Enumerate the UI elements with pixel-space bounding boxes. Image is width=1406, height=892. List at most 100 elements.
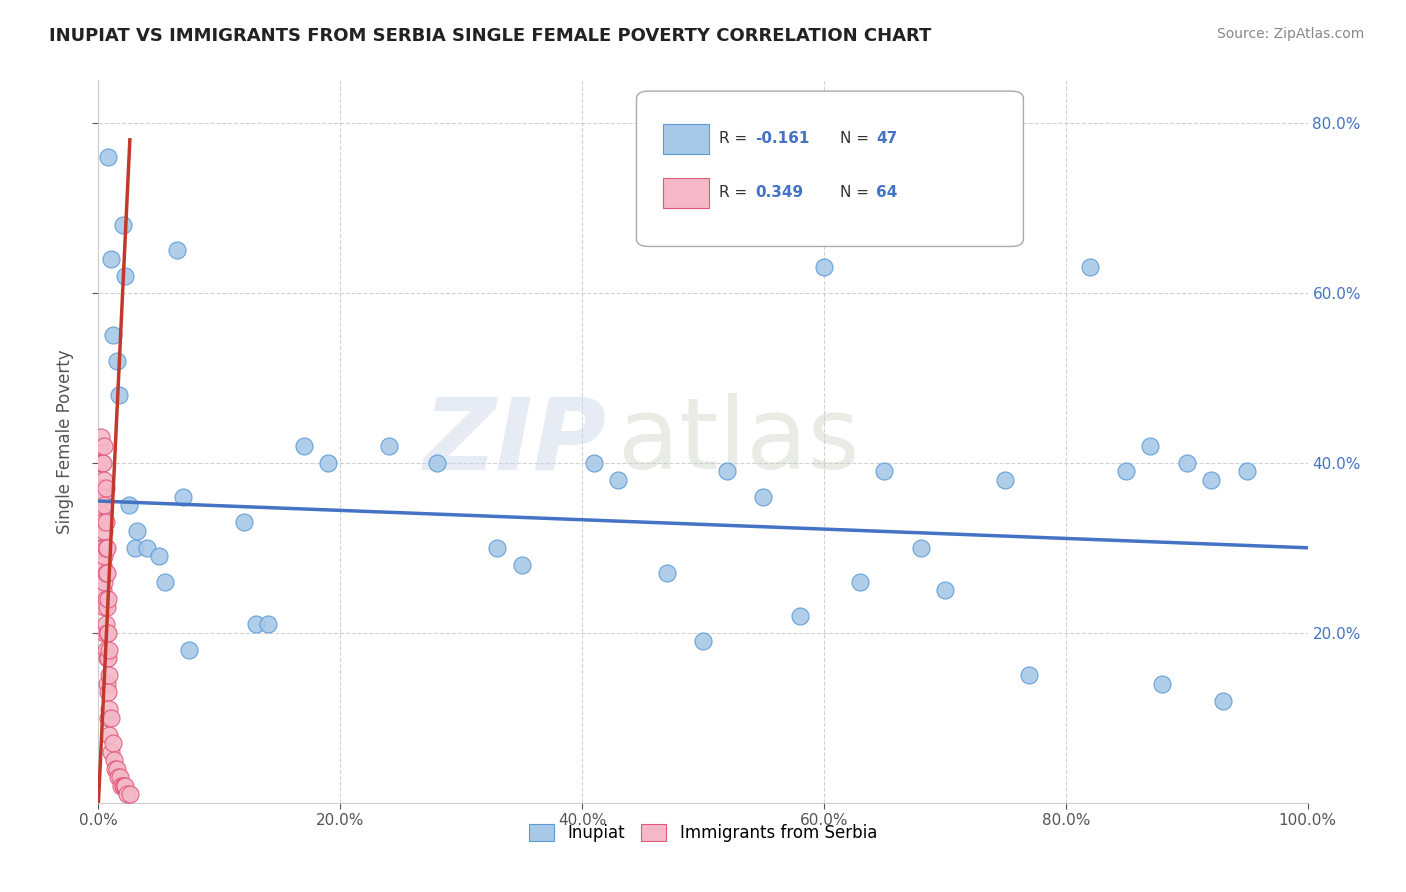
- Point: [655, 566, 678, 581]
- Point: [94, 481, 117, 495]
- Point: [98, 728, 121, 742]
- Point: [910, 541, 932, 555]
- Point: [100, 252, 122, 266]
- Point: [91, 541, 114, 555]
- Point: [256, 617, 278, 632]
- Point: [316, 456, 339, 470]
- Point: [105, 353, 128, 368]
- Point: [111, 218, 134, 232]
- Point: [179, 642, 201, 657]
- Point: [292, 439, 315, 453]
- Text: N =: N =: [839, 185, 873, 200]
- Point: [91, 558, 114, 572]
- Point: [114, 268, 136, 283]
- Point: [94, 541, 117, 555]
- Point: [93, 473, 115, 487]
- Point: [111, 779, 134, 793]
- Point: [101, 736, 124, 750]
- Point: [148, 549, 170, 564]
- Point: [873, 464, 896, 478]
- FancyBboxPatch shape: [637, 91, 1024, 246]
- Point: [172, 490, 194, 504]
- Y-axis label: Single Female Poverty: Single Female Poverty: [56, 350, 75, 533]
- Point: [104, 762, 127, 776]
- Point: [96, 600, 118, 615]
- Point: [97, 651, 120, 665]
- Point: [1212, 694, 1234, 708]
- Point: [135, 541, 157, 555]
- Point: [91, 516, 114, 530]
- Point: [89, 516, 111, 530]
- Point: [91, 456, 114, 470]
- Text: atlas: atlas: [619, 393, 860, 490]
- FancyBboxPatch shape: [664, 124, 709, 154]
- Point: [114, 779, 136, 793]
- Point: [90, 507, 112, 521]
- Point: [1139, 439, 1161, 453]
- Point: [377, 439, 399, 453]
- Point: [89, 439, 111, 453]
- Point: [91, 490, 114, 504]
- Point: [583, 456, 606, 470]
- Point: [93, 600, 115, 615]
- Point: [89, 481, 111, 495]
- Point: [98, 702, 121, 716]
- Point: [97, 625, 120, 640]
- Point: [93, 439, 115, 453]
- Point: [103, 753, 125, 767]
- Point: [486, 541, 509, 555]
- Point: [100, 745, 122, 759]
- Text: N =: N =: [839, 130, 873, 145]
- Point: [96, 566, 118, 581]
- Point: [100, 711, 122, 725]
- Point: [1199, 473, 1222, 487]
- Point: [153, 574, 176, 589]
- Point: [90, 430, 112, 444]
- Point: [93, 549, 115, 564]
- Point: [97, 591, 120, 606]
- Point: [692, 634, 714, 648]
- Point: [117, 787, 139, 801]
- Point: [94, 642, 117, 657]
- Legend: Inupiat, Immigrants from Serbia: Inupiat, Immigrants from Serbia: [522, 817, 884, 848]
- Point: [110, 779, 132, 793]
- FancyBboxPatch shape: [664, 178, 709, 208]
- Point: [94, 617, 117, 632]
- Point: [91, 481, 114, 495]
- Point: [91, 541, 114, 555]
- Point: [97, 711, 120, 725]
- Text: R =: R =: [718, 185, 752, 200]
- Point: [96, 677, 118, 691]
- Point: [98, 668, 121, 682]
- Point: [91, 583, 114, 598]
- Point: [166, 244, 188, 258]
- Point: [91, 558, 114, 572]
- Point: [93, 498, 115, 512]
- Point: [94, 566, 117, 581]
- Point: [97, 685, 120, 699]
- Point: [426, 456, 449, 470]
- Point: [90, 541, 112, 555]
- Point: [108, 388, 131, 402]
- Text: Source: ZipAtlas.com: Source: ZipAtlas.com: [1216, 27, 1364, 41]
- Point: [96, 651, 118, 665]
- Point: [107, 770, 129, 784]
- Point: [93, 524, 115, 538]
- Point: [112, 779, 135, 793]
- Point: [93, 574, 115, 589]
- Text: INUPIAT VS IMMIGRANTS FROM SERBIA SINGLE FEMALE POVERTY CORRELATION CHART: INUPIAT VS IMMIGRANTS FROM SERBIA SINGLE…: [49, 27, 932, 45]
- Point: [1236, 464, 1258, 478]
- Text: 0.349: 0.349: [755, 185, 803, 200]
- Point: [105, 762, 128, 776]
- Point: [607, 473, 630, 487]
- Point: [1175, 456, 1198, 470]
- Point: [97, 150, 120, 164]
- Point: [752, 490, 775, 504]
- Point: [1152, 677, 1174, 691]
- Point: [245, 617, 267, 632]
- Point: [716, 464, 738, 478]
- Point: [93, 625, 115, 640]
- Point: [813, 260, 835, 275]
- Point: [91, 516, 114, 530]
- Point: [232, 516, 254, 530]
